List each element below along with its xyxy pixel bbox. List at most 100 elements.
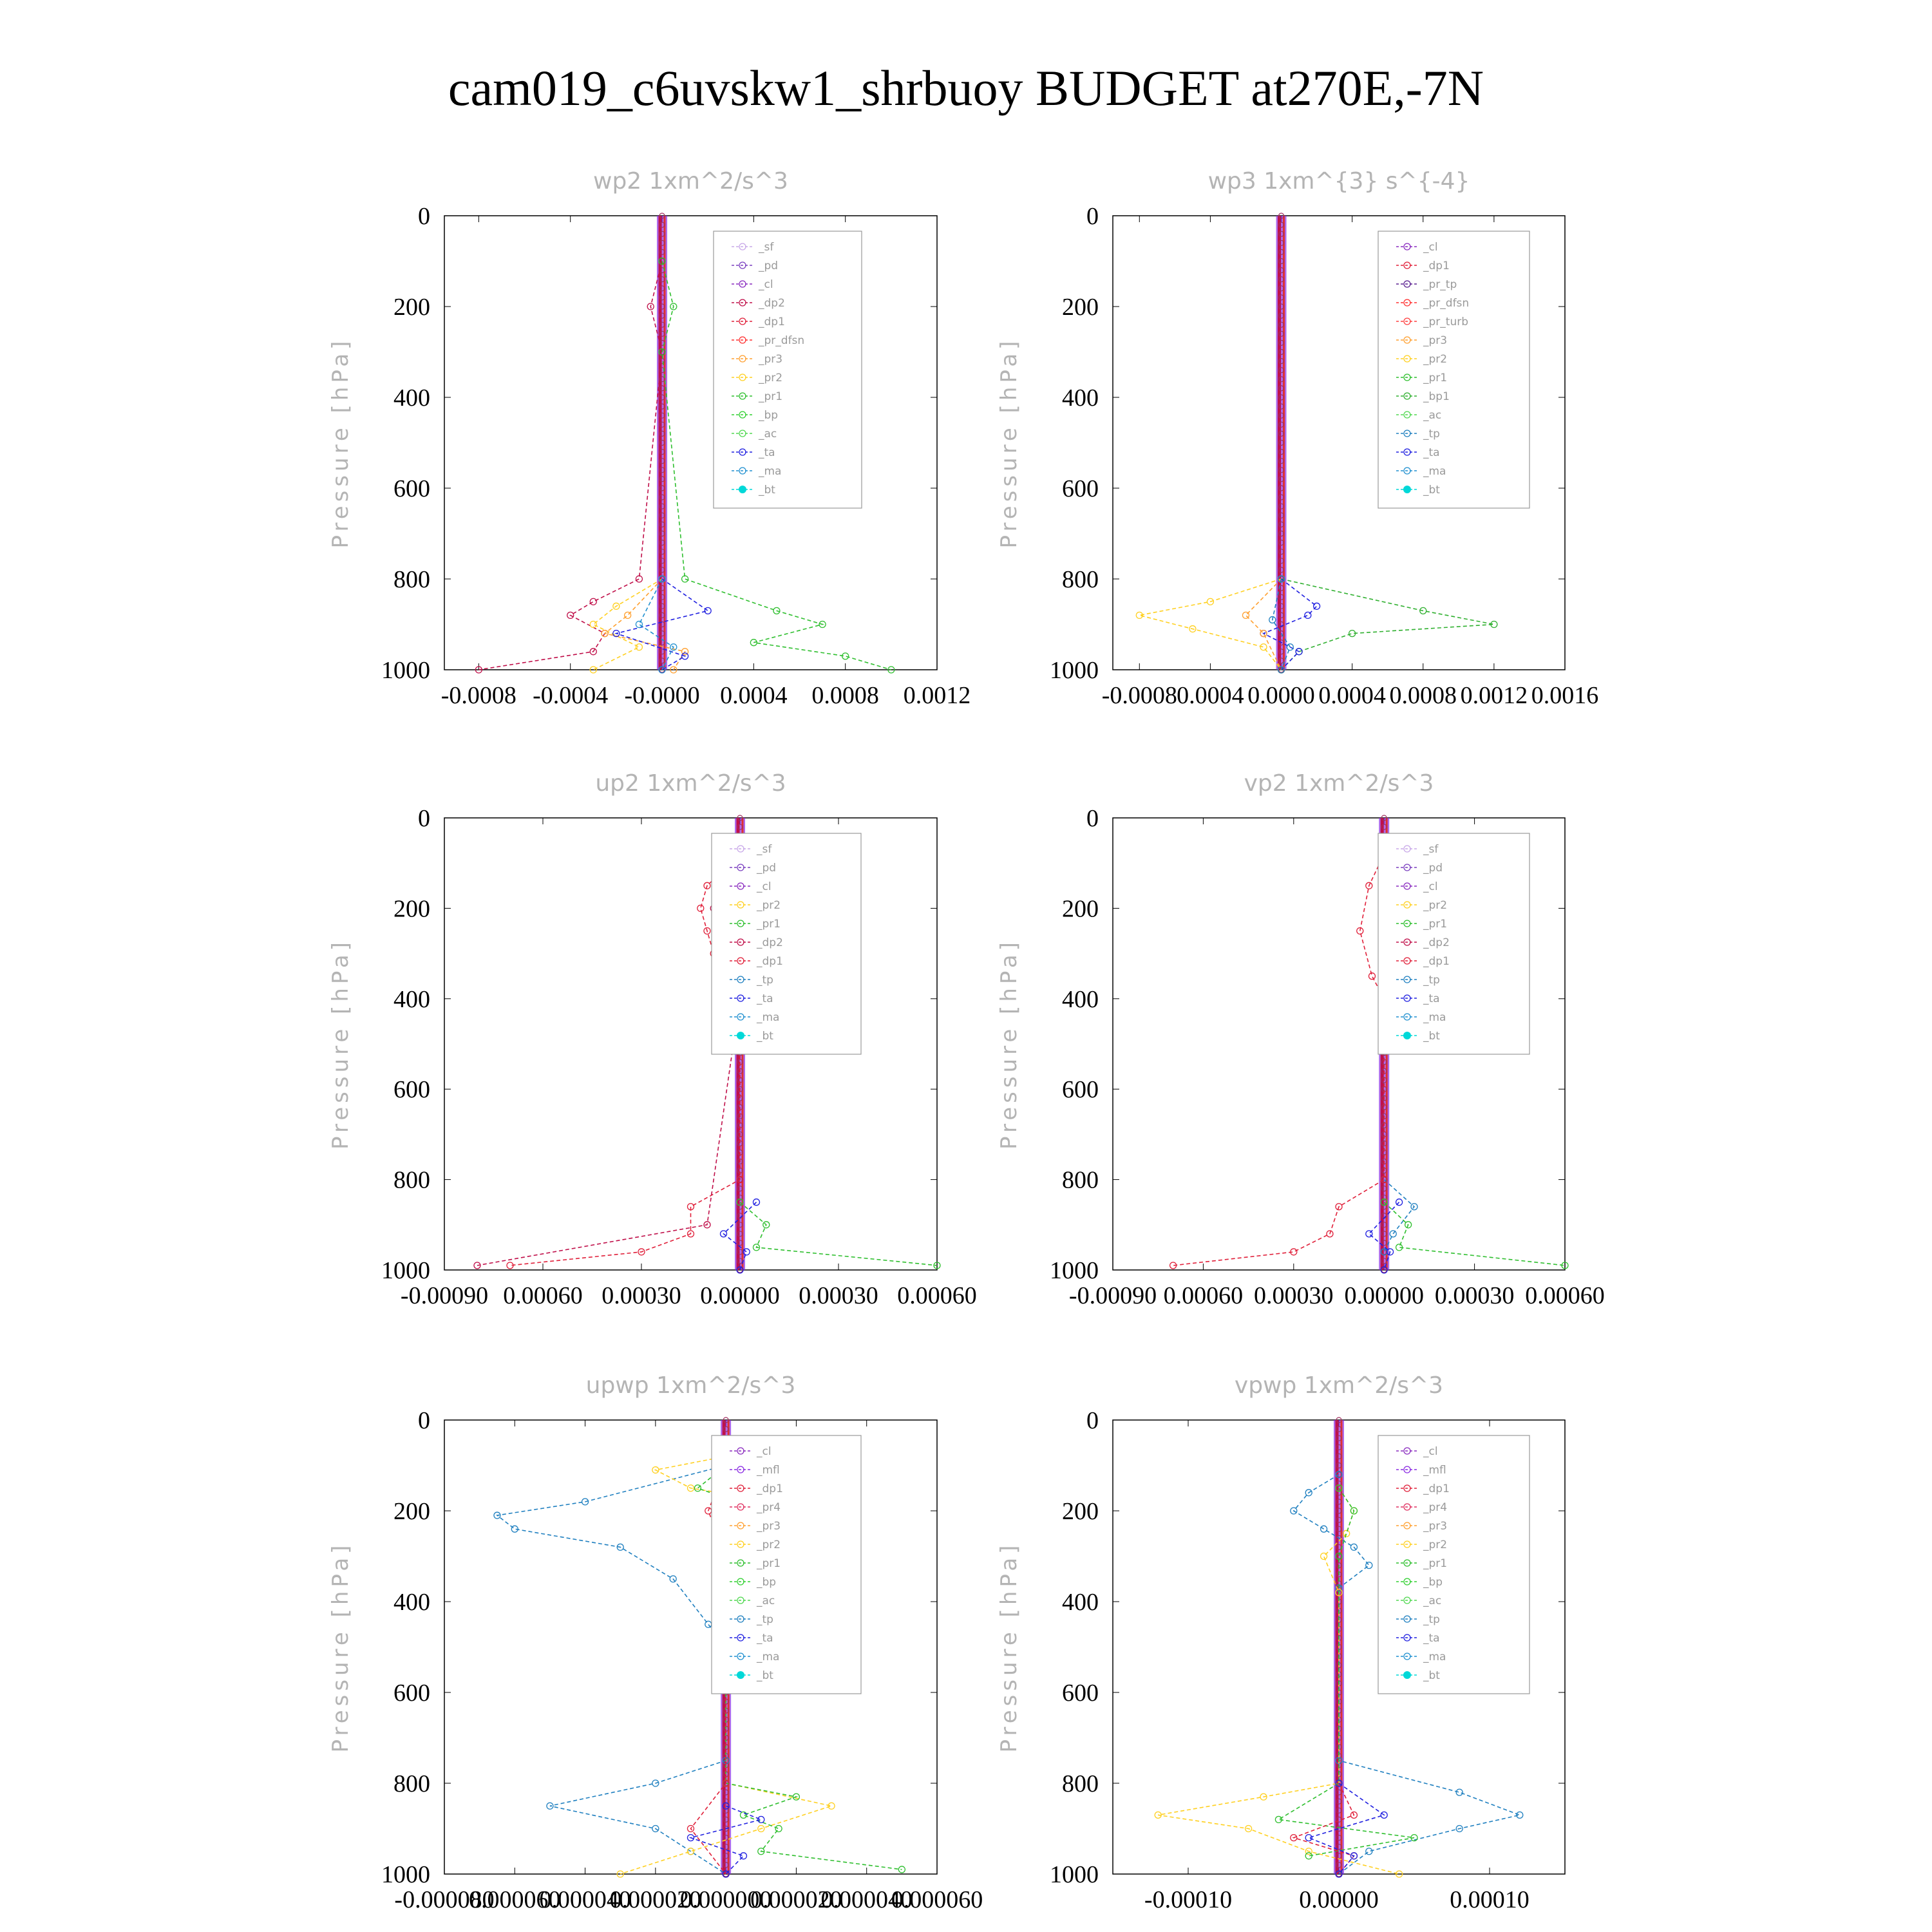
series-point-tp <box>1320 1525 1328 1533</box>
y-tick-label: 600 <box>1062 1076 1099 1103</box>
series-point-ta <box>1386 1248 1394 1256</box>
x-tick-label: 0.0004 <box>1177 682 1244 709</box>
series-point-pr1 <box>933 1262 941 1269</box>
legend-swatch-marker <box>1403 1503 1411 1511</box>
series-point-ta <box>681 652 689 660</box>
legend-swatch-marker <box>1403 1671 1411 1679</box>
series-point-ma <box>635 620 643 629</box>
series-point-ta <box>612 629 620 638</box>
legend-swatch-marker <box>1403 261 1411 269</box>
series-point-pr2 <box>1305 1848 1312 1855</box>
plot-frame <box>444 215 938 670</box>
legend-swatch-marker <box>1403 411 1411 419</box>
zero-profile-marker <box>659 385 665 392</box>
series-point-pr2 <box>757 1824 765 1833</box>
legend-swatch-marker <box>1403 1559 1411 1567</box>
x-tick-label: 0.00060 <box>503 1282 583 1309</box>
legend-entry: _dp2 <box>1423 936 1450 949</box>
legend-box <box>713 231 862 509</box>
chart-panel-5: upwp 1xm^2/s^3 Pressure [hPa] 0 200 400 600 80… <box>328 1372 983 1913</box>
legend-entry: _bt <box>1423 1030 1440 1043</box>
panel-title: upwp 1xm^2/s^3 <box>586 1372 796 1399</box>
series-point-pr1 <box>739 1811 748 1819</box>
legend-swatch-marker <box>737 1653 744 1660</box>
legend-entry: _ma <box>756 1651 779 1663</box>
series-point-tp <box>705 1620 712 1628</box>
legend-entry: _cl <box>756 1445 772 1458</box>
legend-swatch-marker <box>1403 920 1411 927</box>
legend-entry: _sf <box>758 241 774 254</box>
series-point-ta <box>722 1802 730 1810</box>
series-point-ta <box>1395 1198 1403 1206</box>
series-point-ta <box>722 1870 730 1878</box>
series-point-pr3 <box>670 666 677 674</box>
legend-entry: _pr3 <box>756 1520 781 1533</box>
zero-profile-marker <box>723 1844 729 1850</box>
legend-swatch-marker <box>739 430 746 437</box>
legend-swatch-marker <box>1403 994 1411 1002</box>
series-point-pr3 <box>624 611 632 620</box>
legend-entry: _pr1 <box>1423 372 1447 384</box>
legend-swatch-marker <box>737 882 744 890</box>
y-tick-label: 600 <box>393 1680 430 1707</box>
y-tick-label: 800 <box>393 1770 430 1797</box>
legend-swatch-marker <box>1403 1466 1411 1473</box>
legend-entry: _cl <box>1423 1445 1438 1458</box>
zero-profile-marker <box>737 824 743 830</box>
legend-entry: _bp <box>756 1576 776 1589</box>
legend-entry: _ac <box>1423 409 1441 422</box>
zero-profile-marker <box>1278 494 1285 500</box>
legend-entry: _pr2 <box>1423 1539 1447 1551</box>
zero-profile-marker <box>659 312 665 319</box>
zero-profile-marker <box>1381 1231 1387 1237</box>
zero-profile-marker <box>723 1816 729 1823</box>
zero-profile-marker <box>723 1426 729 1432</box>
y-tick-label: 1000 <box>1050 657 1099 684</box>
series-line-ta <box>1262 578 1318 670</box>
zero-profile-marker <box>1278 312 1285 319</box>
series-line-ma <box>638 578 674 670</box>
zero-profile-marker <box>1278 512 1285 518</box>
series-point-pr2 <box>635 643 643 651</box>
zero-profile-marker <box>737 1068 743 1074</box>
series-line-dp1 <box>509 853 741 1266</box>
legend-swatch-marker <box>1403 317 1411 325</box>
series-point-ta <box>757 1815 765 1824</box>
legend-swatch-marker <box>1403 374 1411 381</box>
series-point-ta <box>1312 602 1321 610</box>
series-point-tp <box>652 1824 659 1833</box>
legend-entry: _tp <box>756 1613 773 1626</box>
x-tick-label: -0.000080 <box>394 1886 494 1913</box>
series-point-tp <box>1269 616 1276 624</box>
series-point-dp1 <box>1380 1175 1388 1184</box>
zero-profile-marker <box>1278 594 1285 600</box>
x-tick-label: 0.00060 <box>1164 1282 1244 1309</box>
zero-profile-marker <box>1278 603 1285 609</box>
series-point-pr1 <box>750 639 757 647</box>
zero-profile-marker <box>659 439 665 446</box>
legend-swatch-marker <box>739 261 746 269</box>
series-point-pr1 <box>762 1221 770 1229</box>
zero-profile-marker <box>737 1131 743 1138</box>
series-point-dp1 <box>687 1824 695 1833</box>
zero-profile-marker <box>1278 249 1285 255</box>
legend-swatch-marker <box>737 1559 744 1567</box>
y-tick-label: 200 <box>393 1498 430 1525</box>
series-point-ta <box>719 1230 728 1238</box>
zero-profile-marker <box>723 1417 729 1423</box>
legend-entry: _pr2 <box>758 372 782 384</box>
zero-profile-marker <box>1278 258 1285 265</box>
y-tick-label: 200 <box>1062 294 1099 321</box>
series-line-dp1 <box>1173 853 1385 1266</box>
y-tick-label: 1000 <box>381 657 430 684</box>
zero-profile-marker <box>659 549 665 555</box>
legend-swatch-marker <box>737 920 744 927</box>
legend-swatch-marker <box>737 1634 744 1642</box>
series-point-pr2 <box>687 1848 695 1855</box>
series-point-pr1 <box>1350 1507 1358 1515</box>
series-point-pr1 <box>670 303 677 310</box>
series-point-pr2 <box>1260 1793 1267 1801</box>
series-point-tp <box>1410 1203 1418 1211</box>
zero-profile-marker <box>1278 357 1285 365</box>
